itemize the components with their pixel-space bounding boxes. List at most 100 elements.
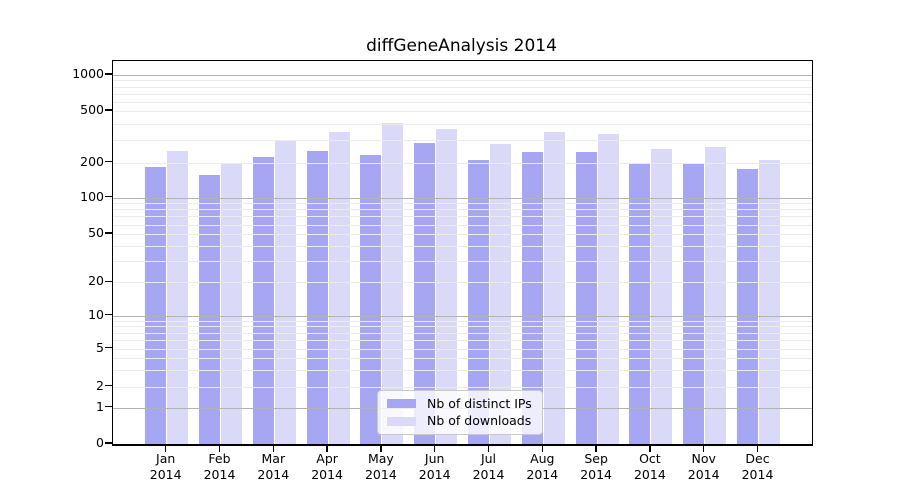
ytick-label-100: 100: [80, 188, 104, 204]
xtick-mark-dec: [756, 445, 759, 452]
ytick-mark-2: [105, 384, 112, 387]
xtick-mark-apr: [326, 445, 328, 452]
xtick-mark-aug: [541, 445, 543, 452]
xtick-year: 2014: [741, 467, 774, 482]
gridline-2: [113, 386, 812, 388]
xtick-month: Aug: [530, 451, 555, 466]
ytick-label-20: 20: [88, 273, 104, 289]
xtick-mark-jan: [165, 445, 167, 452]
xtick-label-dec: Dec 2014: [726, 451, 790, 483]
ytick-mark-20: [105, 280, 112, 283]
xtick-month: Jan: [156, 451, 176, 466]
xtick-year: 2014: [364, 467, 397, 482]
xtick-year: 2014: [526, 467, 559, 482]
gridline-8: [113, 326, 812, 328]
gridline-600: [113, 101, 812, 103]
legend-item: Nb of distinct IPs: [387, 396, 533, 412]
xtick-month: Sep: [584, 451, 608, 466]
ytick-label-2: 2: [96, 377, 104, 393]
xtick-mark-oct: [649, 445, 651, 452]
plot-area: Nb of distinct IPs Nb of downloads: [112, 60, 813, 446]
xtick-label-sep: Sep 2014: [564, 451, 628, 483]
bar-jan-distinct-ips: [145, 166, 167, 444]
xtick-mark-nov: [703, 445, 705, 452]
bar-nov-downloads: [705, 146, 727, 444]
legend: Nb of distinct IPs Nb of downloads: [377, 390, 543, 435]
bar-oct-distinct-ips: [629, 163, 651, 444]
bar-dec-downloads: [759, 159, 780, 444]
gridline-300: [113, 139, 812, 141]
xtick-label-feb: Feb 2014: [188, 451, 252, 483]
xtick-month: Apr: [316, 451, 338, 466]
xtick-year: 2014: [580, 467, 612, 482]
xtick-mark-feb: [218, 445, 221, 452]
bar-sep-downloads: [597, 134, 619, 444]
xtick-mark-mar: [272, 445, 274, 452]
gridline-40: [113, 245, 812, 247]
ytick-mark-500: [105, 109, 112, 111]
xtick-label-mar: Mar 2014: [241, 451, 305, 483]
ytick-label-500: 500: [80, 101, 104, 117]
xtick-month: May: [367, 451, 394, 466]
bar-mar-distinct-ips: [252, 157, 274, 444]
xtick-year: 2014: [311, 467, 343, 482]
gridline-100: [113, 197, 812, 199]
xtick-label-jan: Jan 2014: [134, 451, 198, 483]
ytick-mark-1: [105, 405, 112, 408]
ytick-label-0: 0: [96, 435, 104, 450]
bar-jul-downloads: [490, 143, 511, 444]
ytick-label-1: 1: [96, 398, 104, 414]
bar-jul-distinct-ips: [468, 159, 489, 444]
gridline-3: [113, 369, 812, 371]
gridline-900: [113, 80, 812, 82]
ytick-mark-100: [105, 195, 112, 198]
bar-feb-distinct-ips: [199, 175, 220, 444]
ytick-label-50: 50: [88, 225, 104, 241]
xtick-label-nov: Nov 2014: [672, 451, 736, 483]
xtick-mark-jul: [487, 445, 490, 452]
gridline-10: [113, 315, 812, 317]
gridline-800: [113, 86, 812, 88]
xtick-month: Oct: [639, 451, 661, 466]
ytick-mark-10: [105, 314, 112, 316]
xtick-year: 2014: [149, 467, 182, 482]
ytick-mark-0: [105, 442, 112, 444]
bar-jun-distinct-ips: [414, 142, 436, 444]
grid-layer: [113, 61, 812, 444]
xtick-label-apr: Apr 2014: [295, 451, 359, 483]
gridline-70: [113, 216, 812, 218]
gridline-60: [113, 224, 812, 226]
legend-label: Nb of distinct IPs: [427, 395, 532, 411]
xtick-label-may: May 2014: [349, 451, 413, 483]
gridline-1000: [113, 75, 812, 76]
xtick-month: Nov: [691, 451, 716, 466]
xtick-mark-may: [380, 445, 382, 452]
legend-item: Nb of downloads: [387, 413, 533, 429]
chart-title: diffGeneAnalysis 2014: [366, 36, 557, 56]
gridline-400: [113, 123, 812, 125]
xtick-year: 2014: [687, 467, 720, 482]
legend-label: Nb of downloads: [427, 413, 532, 429]
ytick-label-10: 10: [88, 306, 104, 322]
xtick-month: Dec: [745, 451, 770, 466]
legend-swatch-downloads: [387, 416, 416, 426]
bar-dec-distinct-ips: [737, 169, 758, 444]
xtick-label-aug: Aug 2014: [510, 451, 574, 483]
gridline-700: [113, 93, 812, 95]
gridline-4: [113, 357, 812, 359]
xtick-label-oct: Oct 2014: [618, 451, 682, 483]
xtick-year: 2014: [203, 467, 236, 482]
ytick-mark-5: [105, 346, 112, 349]
xtick-year: 2014: [257, 467, 290, 482]
gridline-90: [113, 203, 812, 205]
ytick-label-200: 200: [80, 153, 104, 169]
bar-nov-distinct-ips: [683, 162, 705, 444]
ytick-label-5: 5: [96, 339, 104, 355]
xtick-year: 2014: [472, 467, 505, 482]
ytick-mark-1000: [105, 73, 112, 75]
gridline-7: [113, 332, 812, 334]
xtick-label-jun: Jun 2014: [403, 451, 467, 483]
gridline-50: [113, 234, 812, 236]
ytick-mark-200: [105, 160, 112, 163]
